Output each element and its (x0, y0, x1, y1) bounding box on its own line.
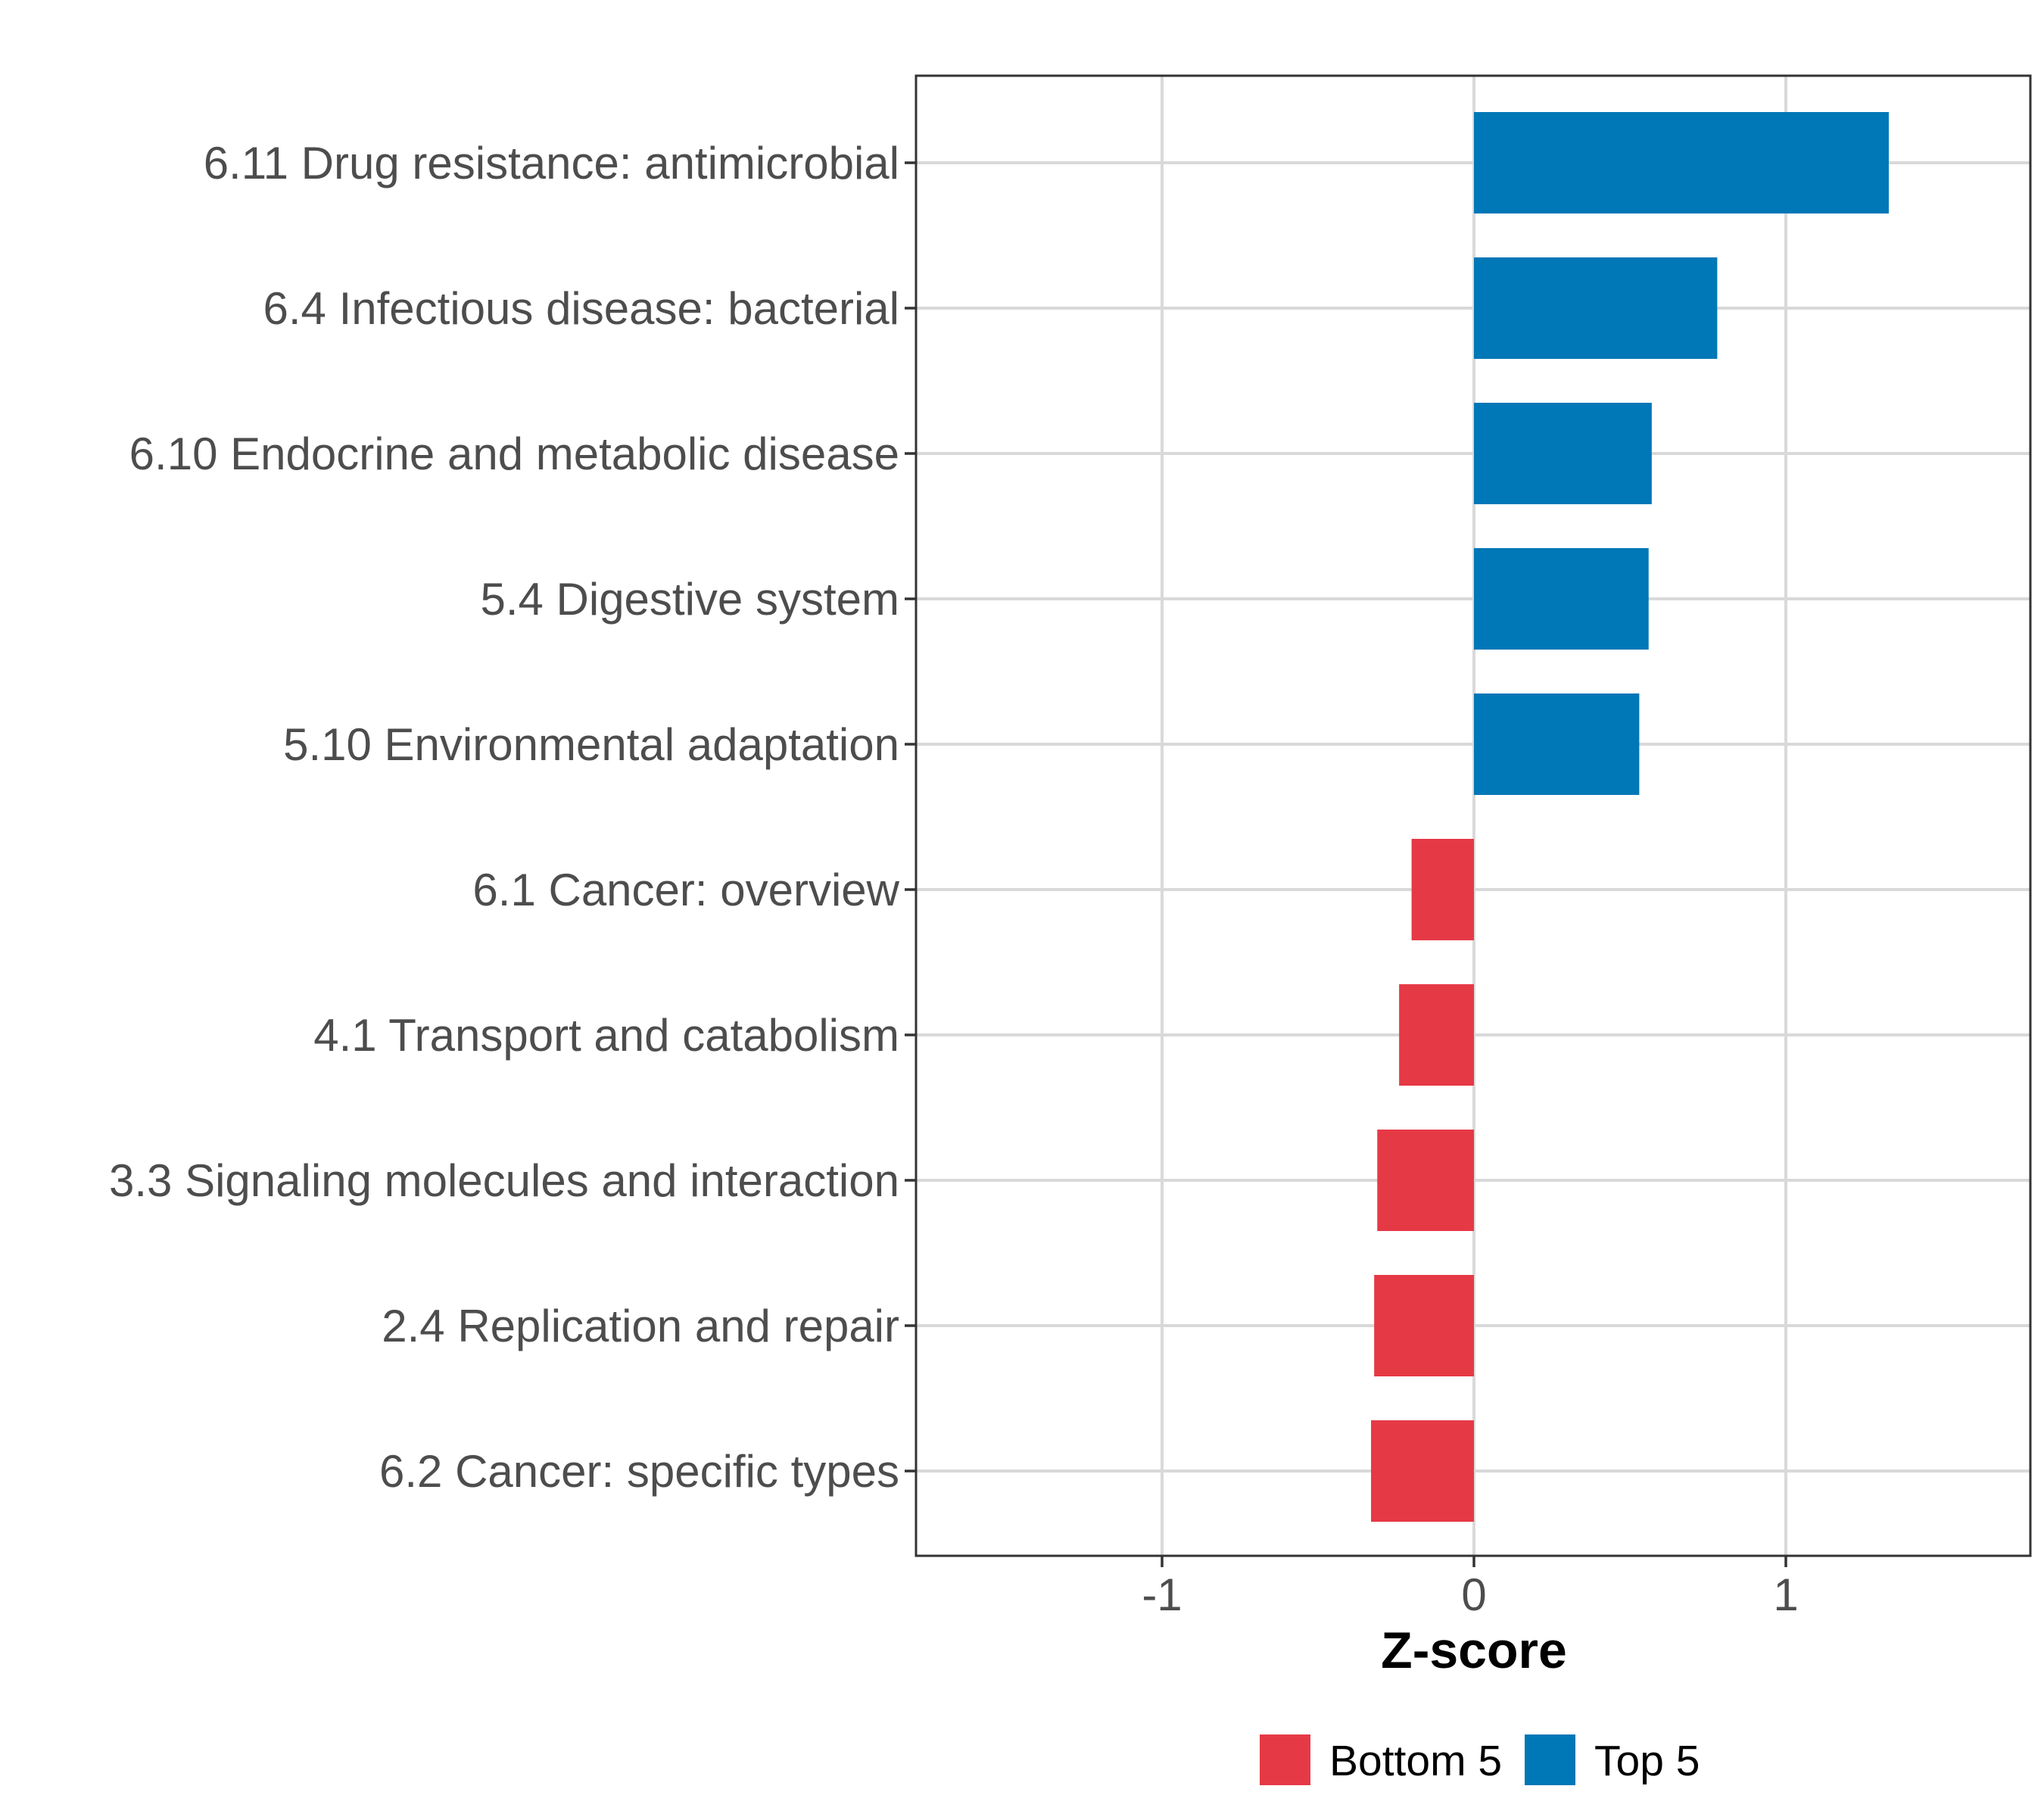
y-tick-label-9: 6.2 Cancer: specific types (379, 1446, 899, 1497)
y-tick-label-8: 2.4 Replication and repair (382, 1301, 899, 1351)
y-tick-label-0: 6.11 Drug resistance: antimicrobial (204, 138, 899, 189)
bar-3 (1474, 548, 1649, 650)
x-axis-tick-labels: -1 0 1 (1142, 1569, 1798, 1620)
bar-2 (1474, 403, 1652, 504)
y-tick-label-6: 4.1 Transport and catabolism (313, 1010, 899, 1061)
legend-label-top-5: Top 5 (1594, 1737, 1700, 1785)
y-tick-label-4: 5.10 Environmental adaptation (283, 719, 899, 770)
bar-0 (1474, 112, 1889, 213)
legend-label-bottom-5: Bottom 5 (1329, 1737, 1502, 1785)
y-tick-label-3: 5.4 Digestive system (480, 574, 899, 625)
y-tick-label-7: 3.3 Signaling molecules and interaction (109, 1155, 899, 1206)
y-axis-category-labels: 6.11 Drug resistance: antimicrobial 6.4 I… (109, 138, 900, 1497)
x-tick-label-2: 1 (1773, 1569, 1798, 1620)
axis-ticks (905, 161, 1787, 1567)
x-tick-label-1: 0 (1461, 1569, 1486, 1620)
bar-4 (1474, 693, 1640, 795)
bar-6 (1399, 984, 1474, 1086)
bar-9 (1371, 1420, 1474, 1522)
legend-key-bottom-5 (1260, 1734, 1310, 1785)
bars (1371, 112, 1889, 1522)
y-tick-label-5: 6.1 Cancer: overview (472, 865, 899, 915)
x-axis-title: Z-score (1381, 1622, 1567, 1679)
x-tick-label-0: -1 (1142, 1569, 1182, 1620)
bar-7 (1377, 1130, 1474, 1231)
legend-key-top-5 (1525, 1734, 1575, 1785)
y-tick-label-1: 6.4 Infectious disease: bacterial (263, 283, 900, 334)
bar-8 (1374, 1275, 1474, 1376)
bar-5 (1411, 839, 1474, 940)
y-tick-label-2: 6.10 Endocrine and metabolic disease (129, 429, 899, 479)
legend: Bottom 5 Top 5 (1260, 1734, 1700, 1785)
bar-1 (1474, 257, 1718, 359)
